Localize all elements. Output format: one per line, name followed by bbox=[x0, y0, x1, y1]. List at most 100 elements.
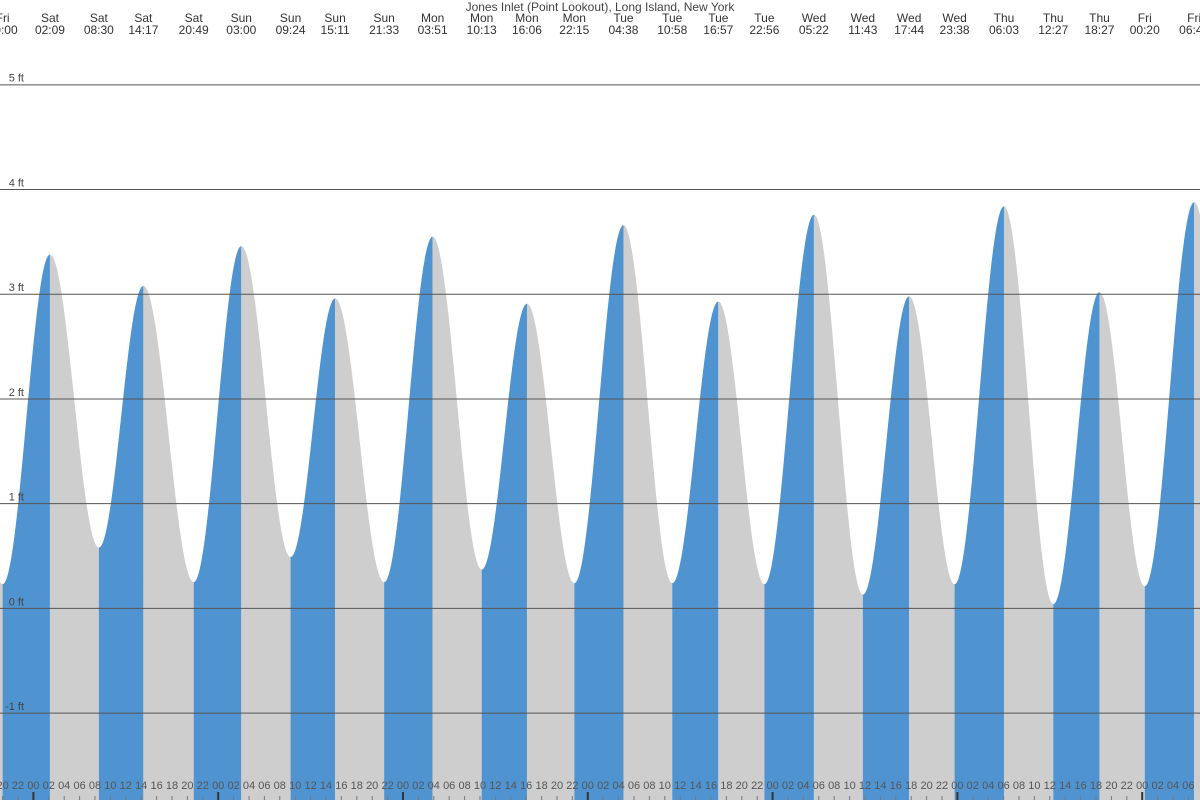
extreme-time: 22:15 bbox=[559, 23, 589, 37]
extreme-day: Sun bbox=[280, 11, 301, 25]
falling-tide bbox=[0, 581, 3, 800]
extreme-time: 16:57 bbox=[703, 23, 733, 37]
falling-tide bbox=[241, 246, 291, 800]
extreme-time: 16:06 bbox=[512, 23, 542, 37]
falling-tide bbox=[143, 285, 194, 800]
hour-label: 22 bbox=[566, 780, 578, 792]
extreme-day: Mon bbox=[563, 11, 586, 25]
hour-label: 14 bbox=[505, 780, 517, 792]
hour-label: 06 bbox=[628, 780, 640, 792]
hour-label: 02 bbox=[967, 780, 979, 792]
rising-tide bbox=[98, 285, 144, 800]
rising-tide bbox=[384, 236, 433, 800]
extreme-day: Mon bbox=[421, 11, 444, 25]
hour-label: 00 bbox=[766, 780, 778, 792]
extreme-day: Sat bbox=[185, 11, 204, 25]
extreme-time: 18:27 bbox=[1084, 23, 1114, 37]
hour-label: 22 bbox=[936, 780, 948, 792]
hour-label: 02 bbox=[43, 780, 55, 792]
hour-label: 10 bbox=[104, 780, 116, 792]
extreme-time: 20:00 bbox=[0, 23, 18, 37]
extreme-time: 02:09 bbox=[35, 23, 65, 37]
grid bbox=[0, 84, 1200, 714]
extreme-time: 06:03 bbox=[989, 23, 1019, 37]
hour-label: 02 bbox=[597, 780, 609, 792]
rising-tide bbox=[1144, 202, 1195, 800]
hour-label: 22 bbox=[12, 780, 24, 792]
hour-label: 12 bbox=[304, 780, 316, 792]
hour-label: 10 bbox=[659, 780, 671, 792]
hour-label: 00 bbox=[1136, 780, 1148, 792]
extreme-time: 00:20 bbox=[1130, 23, 1160, 37]
falling-tide bbox=[813, 214, 863, 800]
y-tick-label: 4 ft bbox=[9, 177, 24, 189]
extreme-day: Sun bbox=[231, 11, 252, 25]
y-tick-label: 5 ft bbox=[9, 73, 24, 85]
hour-label: 16 bbox=[1074, 780, 1086, 792]
hour-label: 02 bbox=[1151, 780, 1163, 792]
hour-label: 12 bbox=[489, 780, 501, 792]
falling-tide bbox=[623, 225, 673, 800]
hour-label: 08 bbox=[458, 780, 470, 792]
extreme-day: Thu bbox=[1089, 11, 1110, 25]
extreme-day: Mon bbox=[470, 11, 493, 25]
extreme-day: Mon bbox=[515, 11, 538, 25]
hour-label: 00 bbox=[582, 780, 594, 792]
hour-label: 08 bbox=[1013, 780, 1025, 792]
hour-label: 20 bbox=[366, 780, 378, 792]
hour-label: 06 bbox=[73, 780, 85, 792]
hour-label: 04 bbox=[428, 780, 440, 792]
extreme-time: 11:43 bbox=[848, 23, 877, 37]
extreme-time: 21:33 bbox=[369, 23, 399, 37]
hour-label: 16 bbox=[150, 780, 162, 792]
hour-label: 16 bbox=[335, 780, 347, 792]
rising-tide bbox=[862, 296, 910, 800]
rising-tide bbox=[574, 225, 624, 800]
hour-label: 08 bbox=[828, 780, 840, 792]
falling-tide bbox=[49, 254, 99, 800]
extreme-time: 17:44 bbox=[894, 23, 924, 37]
labels: -1 ft0 ft1 ft2 ft3 ft4 ft5 ftFri20:00Sat… bbox=[0, 11, 1200, 800]
falling-tide bbox=[1003, 206, 1054, 800]
hour-label: 10 bbox=[474, 780, 486, 792]
falling-tide bbox=[1194, 202, 1200, 800]
hour-label: 06 bbox=[258, 780, 270, 792]
hour-label: 18 bbox=[166, 780, 178, 792]
hour-label: 12 bbox=[120, 780, 132, 792]
extreme-time: 15:11 bbox=[321, 23, 350, 37]
tide-fills bbox=[0, 202, 1200, 800]
y-tick-label: -1 ft bbox=[5, 701, 24, 713]
falling-tide bbox=[1099, 292, 1145, 800]
hour-label: 20 bbox=[551, 780, 563, 792]
rising-tide bbox=[1053, 292, 1100, 800]
extreme-time: 10:58 bbox=[657, 23, 687, 37]
extreme-time: 20:49 bbox=[179, 23, 209, 37]
rising-tide bbox=[290, 298, 336, 800]
hour-label: 20 bbox=[1105, 780, 1117, 792]
hour-label: 04 bbox=[58, 780, 70, 792]
hour-label: 22 bbox=[1121, 780, 1133, 792]
hour-label: 20 bbox=[0, 780, 9, 792]
hour-label: 02 bbox=[412, 780, 424, 792]
hour-label: 14 bbox=[320, 780, 332, 792]
hour-label: 18 bbox=[535, 780, 547, 792]
hour-label: 04 bbox=[797, 780, 809, 792]
extreme-day: Wed bbox=[851, 11, 875, 25]
hour-label: 02 bbox=[227, 780, 239, 792]
hour-label: 04 bbox=[612, 780, 624, 792]
hour-label: 18 bbox=[905, 780, 917, 792]
hour-label: 04 bbox=[243, 780, 255, 792]
rising-tide bbox=[764, 214, 814, 800]
hour-label: 16 bbox=[705, 780, 717, 792]
hour-label: 06 bbox=[1182, 780, 1194, 792]
y-tick-label: 2 ft bbox=[9, 387, 24, 399]
hour-label: 04 bbox=[982, 780, 994, 792]
extreme-day: Thu bbox=[1043, 11, 1064, 25]
extreme-day: Sat bbox=[41, 11, 60, 25]
y-tick-label: 1 ft bbox=[9, 492, 24, 504]
extreme-time: 03:51 bbox=[418, 23, 448, 37]
hour-label: 20 bbox=[920, 780, 932, 792]
hour-label: 10 bbox=[289, 780, 301, 792]
hour-label: 18 bbox=[351, 780, 363, 792]
